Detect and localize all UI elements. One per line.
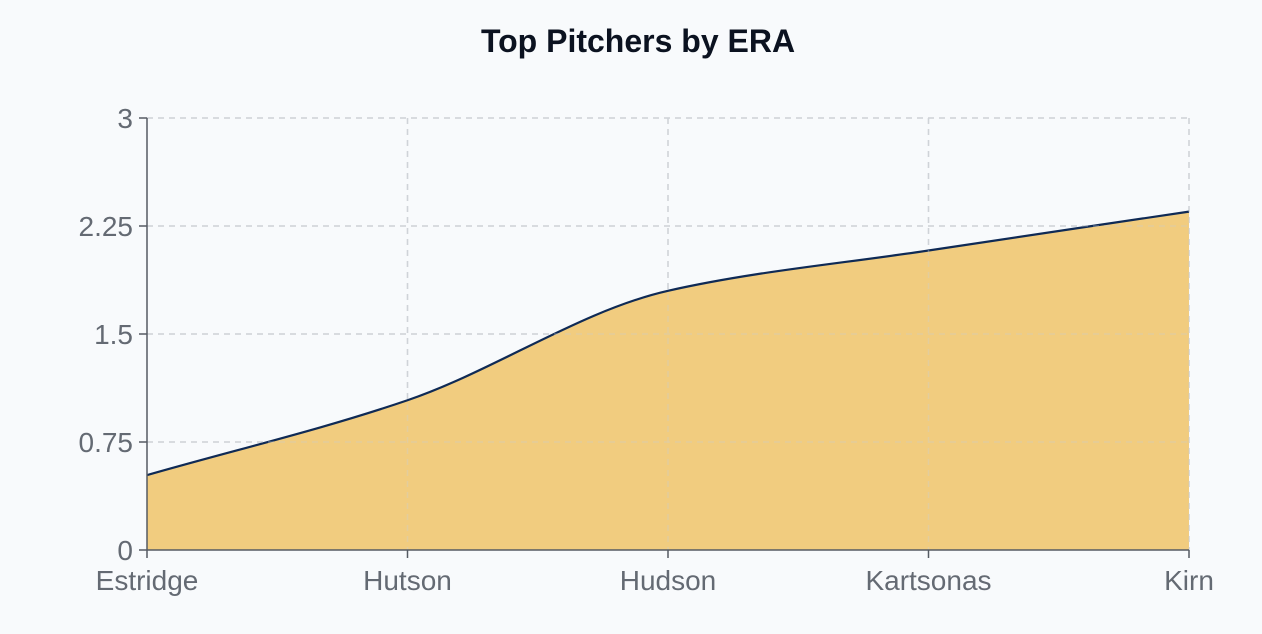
x-tick-label: Kirn: [1164, 565, 1214, 596]
y-tick-label: 2.25: [79, 211, 134, 242]
x-tick-label: Estridge: [96, 565, 199, 596]
y-tick-label: 0.75: [79, 427, 134, 458]
era-line: [146, 210, 1190, 477]
y-tick-label: 1.5: [94, 319, 133, 350]
grid-overlay: [147, 117, 1190, 550]
label-layer: 0 0.75 1.5 2.25 3 Estridge Hutson Hudson Kartson…: [79, 103, 1214, 596]
x-tick-label: Hudson: [620, 565, 717, 596]
axis-layer: [139, 117, 1190, 558]
y-tick-label: 3: [117, 103, 133, 134]
area-layer: [146, 117, 1190, 550]
y-tick-label: 0: [117, 535, 133, 566]
chart-title: Top Pitchers by ERA: [481, 23, 795, 59]
era-area: [147, 211, 1189, 550]
x-tick-label: Hutson: [363, 565, 452, 596]
x-tick-label: Kartsonas: [865, 565, 991, 596]
